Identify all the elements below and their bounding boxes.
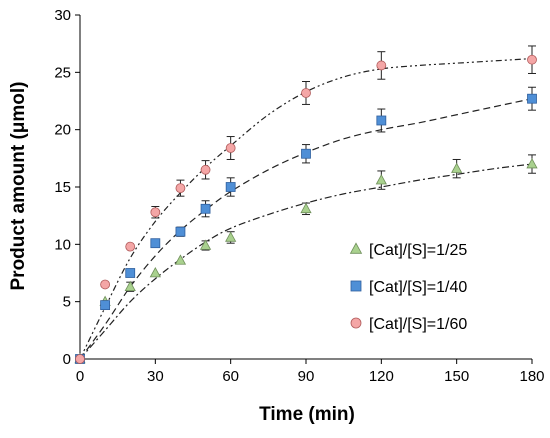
- data-point-series-1: [527, 93, 537, 104]
- data-point-series-0: [174, 254, 187, 265]
- data-point-series-0: [149, 266, 161, 278]
- legend-marker-0: [349, 242, 363, 254]
- data-point-series-1: [200, 203, 211, 214]
- data-point-series-1: [376, 115, 387, 126]
- x-tick-label: 180: [519, 368, 544, 385]
- y-tick-label: 15: [54, 179, 71, 196]
- data-point-series-1: [150, 238, 161, 249]
- legend-marker-2: [350, 317, 362, 329]
- data-point-series-1: [301, 148, 311, 159]
- fit-curves: [79, 57, 533, 360]
- data-point-series-0: [526, 158, 538, 169]
- data-point-series-0: [451, 162, 463, 173]
- data-point-series-2: [225, 143, 236, 153]
- legend-marker-1: [350, 280, 362, 292]
- data-point-series-0: [300, 202, 312, 214]
- legend: [Cat]/[S]=1/25 [Cat]/[S]=1/40 [Cat]/[S]=1/…: [349, 242, 467, 333]
- y-tick-label: 0: [63, 351, 71, 368]
- x-tick-label: 60: [222, 368, 239, 385]
- data-point-series-2: [150, 207, 161, 218]
- data-point-series-1: [175, 226, 186, 237]
- data-point-series-1: [125, 268, 136, 278]
- legend-label-0: [Cat]/[S]=1/25: [369, 242, 467, 259]
- y-tick-label: 10: [54, 236, 71, 253]
- x-tick-label: 0: [76, 368, 84, 385]
- x-axis-title: Time (min): [259, 404, 355, 425]
- data-point-series-2: [527, 54, 537, 65]
- y-tick-label: 20: [54, 122, 71, 139]
- data-point-series-2: [125, 241, 136, 252]
- y-axis-title: Product amount (μmol): [8, 82, 29, 291]
- data-point-series-2: [100, 279, 111, 290]
- x-tick-label: 150: [444, 368, 469, 385]
- data-point-series-2: [75, 354, 85, 364]
- data-markers: [74, 54, 538, 364]
- fit-curve-series-1: [79, 98, 533, 360]
- data-point-series-0: [225, 231, 237, 242]
- legend-label-1: [Cat]/[S]=1/40: [369, 279, 467, 296]
- data-point-series-2: [376, 60, 387, 71]
- legend-label-2: [Cat]/[S]=1/60: [369, 316, 467, 333]
- data-point-series-0: [375, 174, 387, 185]
- y-tick-label: 30: [54, 7, 71, 24]
- fit-curve-series-0: [79, 163, 533, 360]
- x-tick-label: 30: [147, 368, 164, 385]
- data-point-series-2: [200, 164, 211, 175]
- data-point-series-0: [199, 239, 212, 250]
- data-point-series-1: [225, 182, 236, 192]
- y-tick-label: 25: [54, 64, 71, 81]
- data-point-series-2: [301, 88, 311, 98]
- data-point-series-2: [175, 183, 186, 194]
- x-tick-label: 90: [298, 368, 315, 385]
- axes: 0 30 60 90 120 150 180 0 5 10 15 20 25 30: [54, 7, 544, 385]
- data-point-series-1: [100, 300, 111, 311]
- y-tick-label: 5: [63, 294, 71, 311]
- data-point-series-0: [124, 280, 136, 292]
- x-tick-label: 120: [369, 368, 394, 385]
